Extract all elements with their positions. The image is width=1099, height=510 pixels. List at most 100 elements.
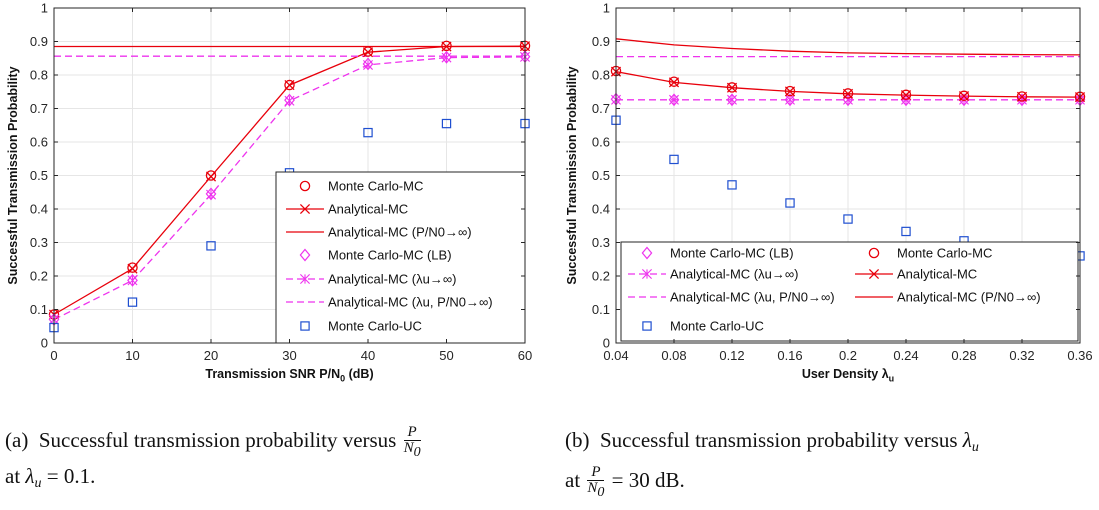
series-4-point-7 <box>1016 91 1028 102</box>
caption-a-fraction: P N0 <box>403 424 421 460</box>
caption-b-var-sub: u <box>971 440 979 455</box>
series-6-point-5 <box>901 226 911 237</box>
legend-marker-1 <box>299 203 311 215</box>
y-tick-label-0: 0 <box>41 336 48 351</box>
x-tick-label-8: 0.36 <box>1067 348 1092 363</box>
x-tick-label-7: 0.32 <box>1009 348 1034 363</box>
series-3-point-4 <box>842 88 854 99</box>
y-tick-label-3: 0.3 <box>592 235 610 250</box>
legend-label-4: Analytical-MC <box>897 267 977 282</box>
x-tick-label-5: 50 <box>439 348 453 363</box>
series-0-point-2 <box>205 170 217 181</box>
series-1-point-2 <box>727 94 737 105</box>
caption-b-frac-den-sub: 0 <box>597 484 605 500</box>
legend: Monte Carlo-MC (LB) Analytical-MC (λu→∞) A… <box>620 241 1079 342</box>
y-axis-label: Successful Transmission Probability <box>565 66 579 284</box>
series-6-point-2 <box>727 180 737 190</box>
x-tick-label-6: 0.28 <box>951 348 976 363</box>
series-4-point-1 <box>668 77 680 88</box>
legend-label-0: Monte Carlo-MC (LB) <box>670 246 794 261</box>
y-tick-label-8: 0.8 <box>592 68 610 83</box>
series-3-point-7 <box>1016 91 1028 102</box>
legend-marker-3 <box>299 248 311 262</box>
legend-label-3: Monte Carlo-MC (LB) <box>328 248 452 263</box>
y-tick-label-10: 1 <box>41 1 48 16</box>
y-tick-label-9: 0.9 <box>30 34 48 49</box>
legend-label-1: Analytical-MC (λu→∞) <box>670 267 798 282</box>
x-tick-label-0: 0 <box>50 348 57 363</box>
y-tick-label-8: 0.8 <box>30 68 48 83</box>
caption-a-at: at <box>5 463 26 488</box>
series-1-point-3 <box>284 79 295 91</box>
series-1-point-3 <box>785 94 795 105</box>
legend-label-4: Analytical-MC (λu→∞) <box>328 272 456 287</box>
x-axis-label-text: Transmission SNR P/N <box>205 367 340 381</box>
caption-a-text: Successful transmission probability vers… <box>38 428 397 452</box>
y-tick-label-5: 0.5 <box>592 168 610 183</box>
legend-label-5: Analytical-MC (P/N0→∞) <box>897 290 1041 305</box>
y-tick-label-1: 0.1 <box>30 302 48 317</box>
series-6-point-2 <box>206 241 216 251</box>
legend-marker-0 <box>641 246 653 260</box>
chart-b: Monte Carlo-MC (LB) Analytical-MC (λu→∞) A… <box>565 1 1093 384</box>
x-axis-label-tail: (dB) <box>345 367 373 381</box>
series-6-point-5 <box>441 118 452 129</box>
series-4-point-5 <box>441 52 452 63</box>
series-6-point-4 <box>843 214 853 224</box>
series-1-point-1 <box>669 94 679 105</box>
y-tick-label-10: 1 <box>603 1 610 16</box>
caption-a-var: λ <box>25 463 35 488</box>
y-tick-label-6: 0.6 <box>30 135 48 150</box>
series-1-point-1 <box>127 263 138 274</box>
caption-b-text: Successful transmission probability vers… <box>600 428 958 452</box>
legend-label-2: Analytical-MC (P/N0→∞) <box>328 225 472 240</box>
x-tick-label-4: 40 <box>361 348 375 363</box>
series-0-point-1 <box>127 262 138 273</box>
y-tick-label-2: 0.2 <box>592 269 610 284</box>
y-tick-label-2: 0.2 <box>30 269 48 284</box>
x-axis-label-text: User Density λ <box>802 367 889 381</box>
caption-b-fraction: P N0 <box>587 464 605 500</box>
legend-marker-6 <box>300 321 310 331</box>
series-0-point-4 <box>362 46 374 57</box>
y-tick-label-9: 0.9 <box>592 34 610 49</box>
series-0-point-3 <box>784 93 796 107</box>
series-3-point-5 <box>900 89 912 101</box>
series-4-point-3 <box>284 95 295 106</box>
series-4-point-5 <box>900 90 912 101</box>
series-0-point-1 <box>668 93 680 107</box>
series-3-point-2 <box>726 82 738 93</box>
y-tick-label-3: 0.3 <box>30 235 48 250</box>
series-4-point-1 <box>127 275 138 286</box>
caption-b-at: at <box>565 468 586 492</box>
caption-a-frac-den: N <box>403 439 414 456</box>
x-tick-label-5: 0.24 <box>893 348 918 363</box>
series-1-point-2 <box>205 171 217 182</box>
legend-label-0: Monte Carlo-MC <box>328 179 423 194</box>
y-tick-label-4: 0.4 <box>592 202 610 217</box>
x-axis-label-sub: 0 <box>340 374 345 384</box>
legend-label-6: Monte Carlo-UC <box>670 319 764 334</box>
legend-box <box>275 171 526 344</box>
caption-b-label: (b) <box>565 428 590 452</box>
caption-a-var-sub: u <box>34 475 42 491</box>
legend-marker-4 <box>300 274 310 284</box>
series-3-point-6 <box>958 90 970 102</box>
series-0-point-2 <box>726 93 738 107</box>
legend-marker-3 <box>868 247 880 259</box>
series-4-point-2 <box>206 189 216 200</box>
y-tick-label-5: 0.5 <box>30 168 48 183</box>
legend-marker-6 <box>642 321 652 331</box>
series-6-point-3 <box>785 198 795 208</box>
series-3-point-1 <box>127 273 138 287</box>
legend-label-1: Analytical-MC <box>328 202 408 217</box>
series-0-point-3 <box>284 79 295 91</box>
chart-a: Monte Carlo-MC Analytical-MC Analytical-MC… <box>6 1 532 384</box>
y-tick-label-7: 0.7 <box>592 101 610 116</box>
series-4-point-2 <box>726 82 738 93</box>
caption-a-label: (a) <box>5 428 29 452</box>
caption-b: (b) Successful transmission probability … <box>565 424 979 500</box>
series-3-point-1 <box>668 76 680 87</box>
y-tick-label-1: 0.1 <box>592 302 610 317</box>
x-axis-label-sub: u <box>889 374 895 384</box>
